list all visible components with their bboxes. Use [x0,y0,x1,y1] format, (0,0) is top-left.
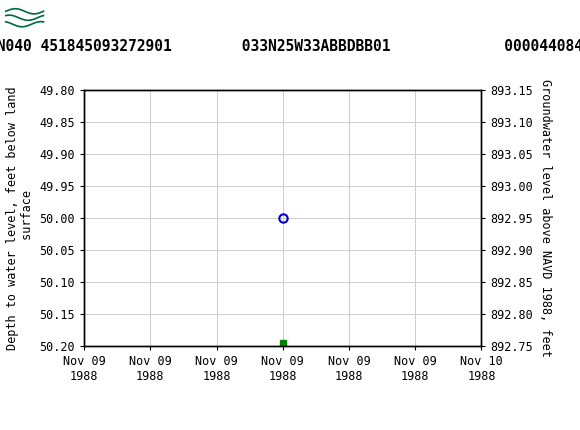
Text: USGS: USGS [49,7,100,25]
FancyBboxPatch shape [5,3,45,30]
Legend: Period of approved data: Period of approved data [177,429,389,430]
Y-axis label: Depth to water level, feet below land
 surface: Depth to water level, feet below land su… [6,86,34,350]
Y-axis label: Groundwater level above NAVD 1988, feet: Groundwater level above NAVD 1988, feet [539,79,552,357]
Text: MN040 451845093272901        033N25W33ABBDBB01             0000440840: MN040 451845093272901 033N25W33ABBDBB01 … [0,39,580,54]
